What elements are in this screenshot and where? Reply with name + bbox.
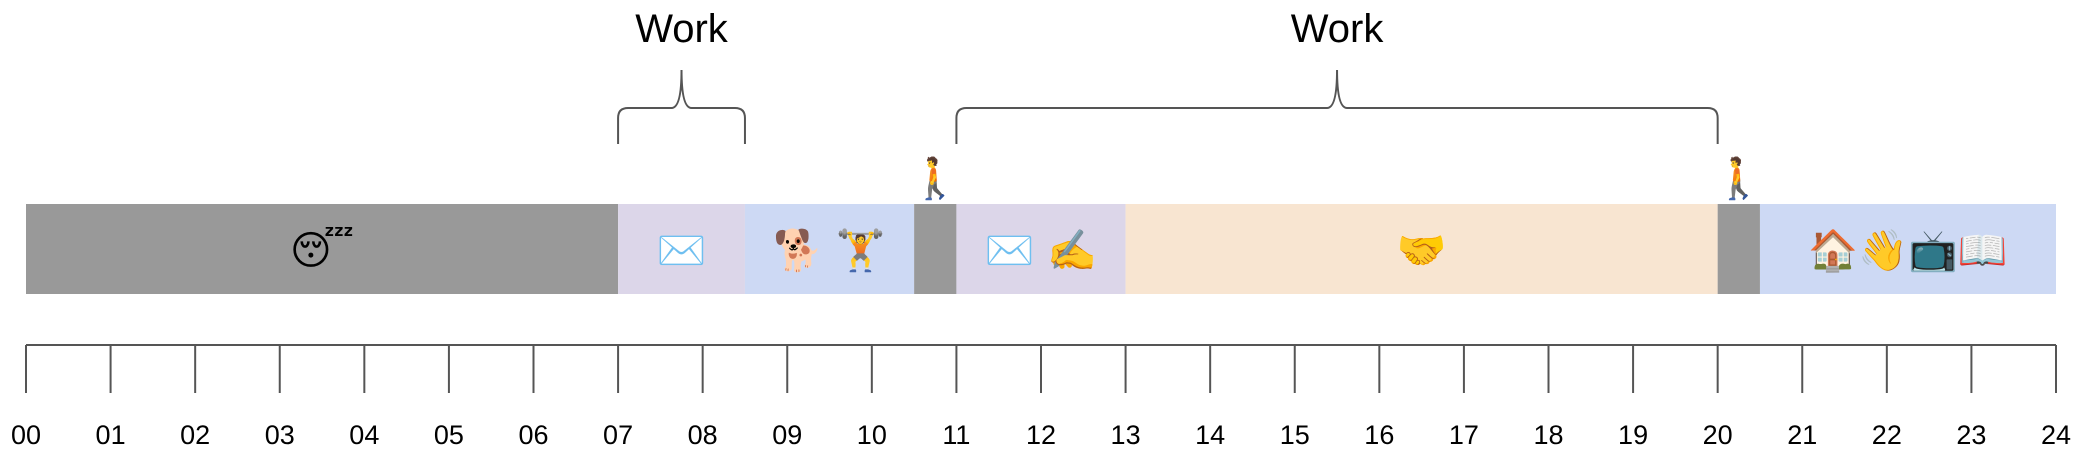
dog-icon-group: 🐕 🏋️ (773, 227, 885, 274)
tick-label: 10 (857, 420, 887, 450)
segment-commute-morning (914, 204, 957, 294)
brace-shape (955, 69, 1719, 144)
segment-meetings: 🤝 (1125, 204, 1718, 294)
tick-label: 08 (688, 420, 718, 450)
tick-label: 24 (2041, 420, 2071, 450)
tick-label: 23 (1956, 420, 1986, 450)
tick-label: 02 (180, 420, 210, 450)
tick-label: 07 (603, 420, 633, 450)
segment-rect (1717, 204, 1760, 294)
tick-label: 03 (265, 420, 295, 450)
tick-label: 06 (518, 420, 548, 450)
tick-label: 01 (96, 420, 126, 450)
work-brace: Work (955, 7, 1719, 144)
person-walking-icon: 🚶 (910, 155, 960, 202)
segment-email-and-writing: ✉️ ✍️ (956, 204, 1126, 294)
tick-label: 19 (1618, 420, 1648, 450)
tick-label: 09 (772, 420, 802, 450)
tick-label: 13 (1111, 420, 1141, 450)
segment-sleep: 😴 (26, 204, 619, 294)
tick-label: 12 (1026, 420, 1056, 450)
sleeping-face-icon: 😴 (290, 226, 354, 274)
tick-label: 16 (1364, 420, 1394, 450)
segment-rect (26, 204, 619, 294)
envelope-icon: ✉️ (657, 228, 707, 274)
segment-dog-and-workout: 🐕 🏋️ (744, 204, 915, 294)
commute-walkers: 🚶 🚶 (910, 155, 1763, 202)
segment-morning-email: ✉️ (618, 204, 745, 294)
segment-rect (1759, 204, 2056, 294)
segment-rect (744, 204, 915, 294)
tick-label: 22 (1872, 420, 1902, 450)
hour-axis: 00 01 02 03 04 05 06 07 08 09 10 11 12 13 14 15 16 17 18 19… (11, 344, 2071, 450)
work-brace: Work (617, 7, 746, 144)
segment-home-evening: 🏠👋📺📖 (1759, 204, 2056, 294)
tick-label: 11 (942, 420, 970, 450)
tick-label: 20 (1703, 420, 1733, 450)
person-walking-icon: 🚶 (1714, 155, 1764, 202)
tick-label: 17 (1449, 420, 1479, 450)
tick-label: 14 (1195, 420, 1225, 450)
tick-label: 05 (434, 420, 464, 450)
tick-label: 18 (1533, 420, 1563, 450)
handshake-icon: 🤝 (1397, 228, 1447, 274)
timeline-bar: 😴 ✉️ 🐕 🏋️ ✉️ ✍️ 🤝 🏠👋📺📖 (26, 204, 2056, 294)
house-icon-group: 🏠👋📺📖 (1808, 228, 2007, 274)
segment-rect (914, 204, 957, 294)
segment-commute-evening (1717, 204, 1760, 294)
tick-label: 15 (1280, 420, 1310, 450)
work-label: Work (635, 7, 729, 51)
work-label: Work (1291, 7, 1385, 51)
segment-rect (1125, 204, 1718, 294)
tick-label: 04 (349, 420, 379, 450)
work-braces: Work Work (617, 7, 1719, 144)
segment-rect (956, 204, 1126, 294)
segment-rect (618, 204, 745, 294)
brace-shape (617, 69, 746, 144)
tick-label: 21 (1787, 420, 1817, 450)
envelope-icon-group: ✉️ ✍️ (985, 228, 1097, 274)
tick-label: 00 (11, 420, 41, 450)
